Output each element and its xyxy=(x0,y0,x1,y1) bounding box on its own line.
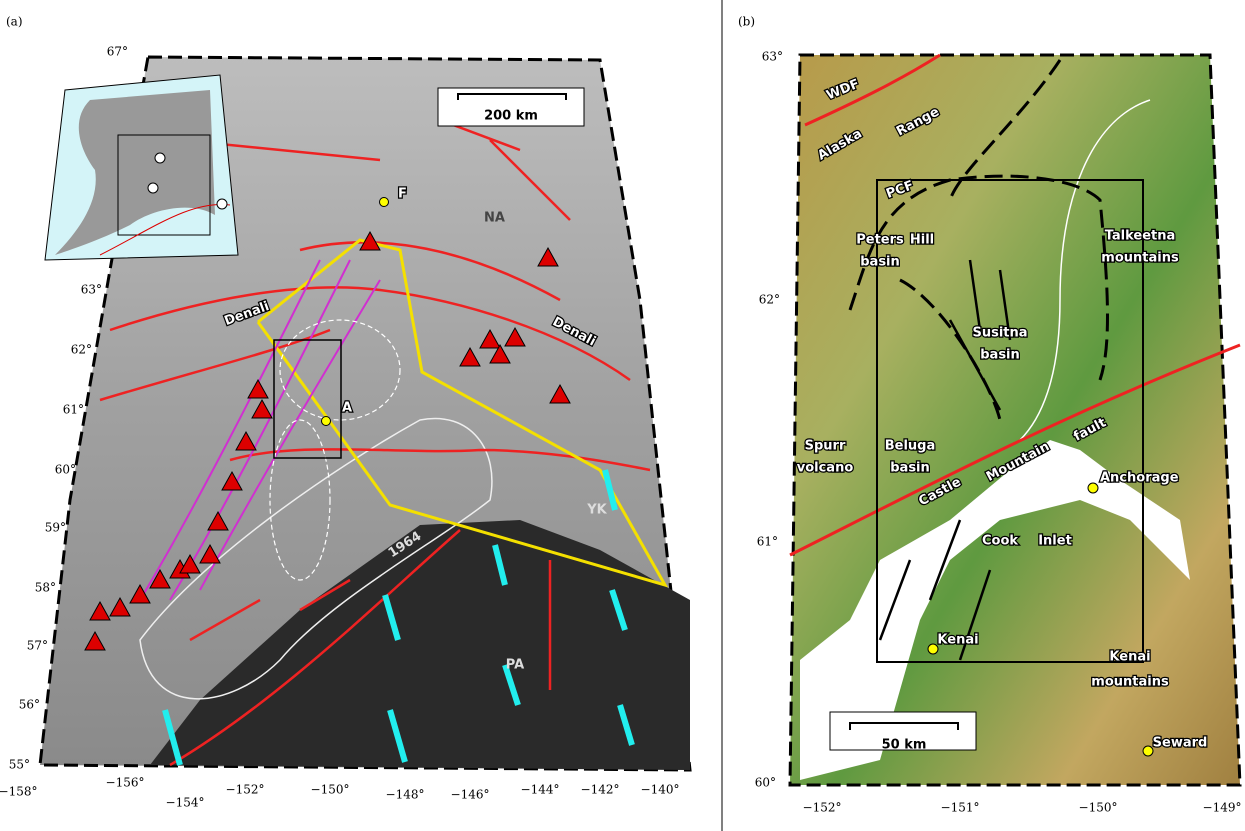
lat-label: 63° xyxy=(762,50,783,64)
scale-label: 200 km xyxy=(484,109,538,124)
lat-label: 55° xyxy=(9,758,30,772)
place: Kenai xyxy=(1109,650,1150,665)
lon-label: −149° xyxy=(1203,801,1242,815)
panel-label: (b) xyxy=(738,15,755,29)
place: Spurr xyxy=(805,439,846,454)
lon-label: −146° xyxy=(451,788,490,802)
place: Susitna xyxy=(972,326,1027,341)
panel-b: 50 km (b) xyxy=(738,15,1240,786)
lon-label: −142° xyxy=(581,783,620,797)
lat-label: 58° xyxy=(35,581,56,595)
site-a xyxy=(322,417,331,426)
lon-label: −152° xyxy=(803,801,842,815)
place: Inlet xyxy=(1038,534,1072,549)
lon-label: −144° xyxy=(521,783,560,797)
lat-label: 62° xyxy=(759,293,780,307)
place: Hill xyxy=(910,233,934,248)
place: NA xyxy=(484,211,505,226)
lat-label: 56° xyxy=(19,698,40,712)
place: A xyxy=(342,401,352,416)
place: YK xyxy=(586,503,607,518)
lat-label: 61° xyxy=(63,403,84,417)
place: basin xyxy=(980,348,1020,363)
site-anchorage xyxy=(1088,483,1098,493)
lon-label: −150° xyxy=(1079,801,1118,815)
lon-label: −150° xyxy=(311,783,350,797)
scale-label: 50 km xyxy=(882,738,927,753)
place: Anchorage xyxy=(1100,471,1179,486)
place: basin xyxy=(890,461,930,476)
lon-label: −154° xyxy=(166,796,205,810)
place: F xyxy=(398,187,407,202)
lat-label: 60° xyxy=(55,463,76,477)
place: basin xyxy=(860,255,900,270)
lat-label: 63° xyxy=(81,283,102,297)
place: Cook xyxy=(982,534,1018,549)
place: PA xyxy=(506,658,524,673)
lon-label: −140° xyxy=(641,783,680,797)
lat-label: 67° xyxy=(107,45,128,59)
panel-a: 200 km (a) F NA Denali Denali A YK 1964 … xyxy=(6,15,690,771)
lat-label: 59° xyxy=(45,521,66,535)
lat-label: 62° xyxy=(71,343,92,357)
site-f xyxy=(380,198,389,207)
site-seward xyxy=(1143,746,1153,756)
place: Talkeetna xyxy=(1105,229,1176,244)
place: Seward xyxy=(1153,736,1208,751)
inset xyxy=(45,75,238,260)
lat-label: 61° xyxy=(757,535,778,549)
lat-label: 57° xyxy=(27,639,48,653)
lon-label: −158° xyxy=(0,785,37,799)
place: Beluga xyxy=(885,439,936,454)
place: Kenai xyxy=(937,633,978,648)
lon-label: −156° xyxy=(106,776,145,790)
place: mountains xyxy=(1091,675,1169,690)
place: mountains xyxy=(1101,251,1179,266)
lon-label: −148° xyxy=(386,788,425,802)
lon-label: −151° xyxy=(941,801,980,815)
lon-label: −152° xyxy=(226,783,265,797)
place: Peters xyxy=(856,233,904,248)
lat-label: 60° xyxy=(755,776,776,790)
panel-label: (a) xyxy=(6,15,23,29)
place: volcano xyxy=(797,461,854,476)
figure: 200 km (a) F NA Denali Denali A YK 1964 … xyxy=(0,0,1245,831)
